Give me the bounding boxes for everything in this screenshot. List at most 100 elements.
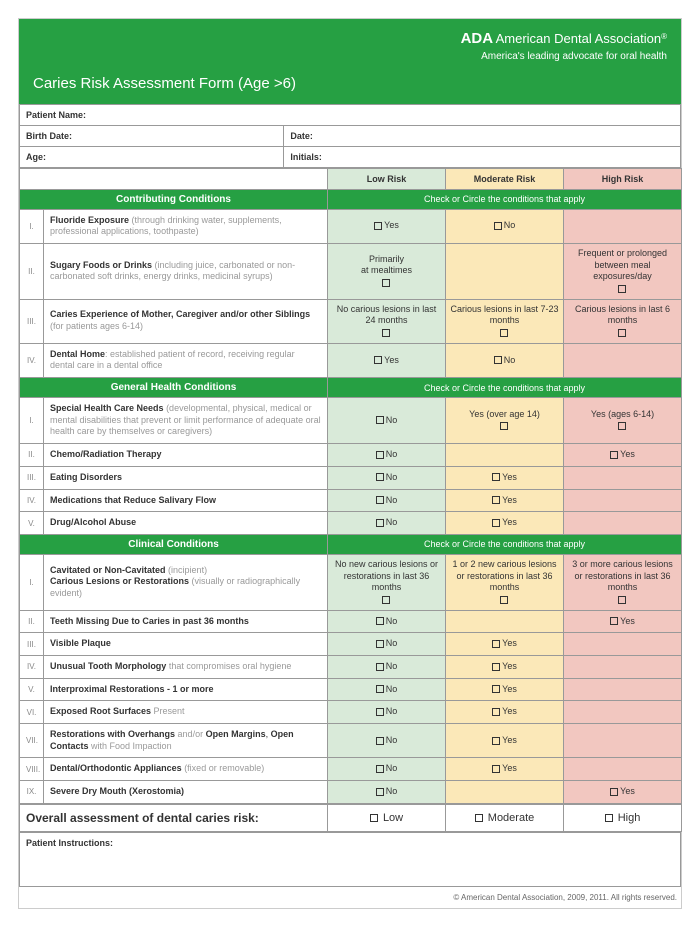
row-num: II. bbox=[20, 610, 44, 633]
condition-label: Drug/Alcohol Abuse bbox=[44, 512, 328, 535]
row-num: VII. bbox=[20, 724, 44, 758]
risk-cell[interactable]: No bbox=[328, 656, 446, 679]
risk-cell[interactable]: 1 or 2 new carious lesions or restoratio… bbox=[446, 554, 564, 610]
risk-cell[interactable]: Yes (over age 14) bbox=[446, 398, 564, 444]
condition-label: Visible Plaque bbox=[44, 633, 328, 656]
risk-cell[interactable]: Yes bbox=[446, 512, 564, 535]
risk-cell[interactable] bbox=[446, 243, 564, 299]
assessment-table: Low RiskModerate RiskHigh Risk Contribut… bbox=[19, 168, 682, 804]
condition-label: Exposed Root Surfaces Present bbox=[44, 701, 328, 724]
col-low-risk: Low Risk bbox=[328, 168, 446, 189]
risk-cell[interactable]: Yes bbox=[446, 724, 564, 758]
risk-cell[interactable]: Carious lesions in last 7-23 months bbox=[446, 299, 564, 343]
section-instruction: Check or Circle the conditions that appl… bbox=[328, 378, 682, 398]
risk-cell[interactable] bbox=[564, 656, 682, 679]
risk-cell[interactable]: No bbox=[328, 466, 446, 489]
risk-cell[interactable]: Primarilyat mealtimes bbox=[328, 243, 446, 299]
condition-label: Dental Home: established patient of reco… bbox=[44, 343, 328, 377]
risk-cell[interactable]: Yes bbox=[446, 466, 564, 489]
condition-label: Chemo/Radiation Therapy bbox=[44, 444, 328, 467]
form-title: Caries Risk Assessment Form (Age >6) bbox=[33, 75, 667, 92]
risk-cell[interactable]: No bbox=[328, 489, 446, 512]
risk-cell[interactable]: No bbox=[328, 512, 446, 535]
risk-cell[interactable]: No bbox=[446, 343, 564, 377]
risk-cell[interactable] bbox=[564, 489, 682, 512]
risk-cell[interactable] bbox=[564, 678, 682, 701]
risk-cell[interactable] bbox=[446, 610, 564, 633]
risk-cell[interactable] bbox=[564, 209, 682, 243]
row-num: III. bbox=[20, 466, 44, 489]
row-num: IV. bbox=[20, 343, 44, 377]
risk-cell[interactable]: Yes bbox=[564, 781, 682, 804]
patient-name-field[interactable]: Patient Name: bbox=[20, 104, 681, 125]
risk-cell[interactable]: No new carious lesions or restorations i… bbox=[328, 554, 446, 610]
risk-cell[interactable]: No bbox=[328, 610, 446, 633]
row-num: VI. bbox=[20, 701, 44, 724]
row-num: IV. bbox=[20, 489, 44, 512]
date-field[interactable]: Date: bbox=[284, 125, 681, 146]
row-num: V. bbox=[20, 678, 44, 701]
risk-cell[interactable]: No bbox=[328, 758, 446, 781]
condition-label: Caries Experience of Mother, Caregiver a… bbox=[44, 299, 328, 343]
risk-cell[interactable]: Yes (ages 6-14) bbox=[564, 398, 682, 444]
row-num: II. bbox=[20, 444, 44, 467]
risk-cell[interactable]: Yes bbox=[328, 209, 446, 243]
birth-date-field[interactable]: Birth Date: bbox=[20, 125, 284, 146]
risk-cell[interactable]: Yes bbox=[564, 444, 682, 467]
risk-cell[interactable]: No bbox=[328, 444, 446, 467]
overall-high[interactable]: High bbox=[564, 804, 682, 831]
risk-cell[interactable]: No bbox=[328, 398, 446, 444]
risk-cell[interactable]: Yes bbox=[564, 610, 682, 633]
condition-label: Severe Dry Mouth (Xerostomia) bbox=[44, 781, 328, 804]
risk-cell[interactable]: Yes bbox=[328, 343, 446, 377]
section-header: Contributing Conditions bbox=[20, 189, 328, 209]
row-num: IX. bbox=[20, 781, 44, 804]
risk-cell[interactable] bbox=[564, 701, 682, 724]
risk-cell[interactable]: No bbox=[328, 678, 446, 701]
condition-label: Dental/Orthodontic Appliances (fixed or … bbox=[44, 758, 328, 781]
risk-cell[interactable]: 3 or more carious lesions or restoration… bbox=[564, 554, 682, 610]
initials-field[interactable]: Initials: bbox=[284, 146, 681, 167]
risk-cell[interactable]: No carious lesions in last 24 months bbox=[328, 299, 446, 343]
risk-cell[interactable]: No bbox=[328, 633, 446, 656]
age-field[interactable]: Age: bbox=[20, 146, 284, 167]
col-moderate-risk: Moderate Risk bbox=[446, 168, 564, 189]
risk-cell[interactable] bbox=[564, 758, 682, 781]
risk-cell[interactable] bbox=[564, 466, 682, 489]
risk-cell[interactable] bbox=[564, 633, 682, 656]
risk-cell[interactable]: Carious lesions in last 6 months bbox=[564, 299, 682, 343]
patient-instructions-field[interactable]: Patient Instructions: bbox=[20, 832, 681, 886]
meta-table: Patient Name: Birth Date:Date: Age:Initi… bbox=[19, 104, 681, 168]
risk-cell[interactable]: Yes bbox=[446, 678, 564, 701]
risk-cell[interactable]: Yes bbox=[446, 656, 564, 679]
risk-cell[interactable]: Yes bbox=[446, 701, 564, 724]
form-page: ADA American Dental Association® America… bbox=[18, 18, 682, 909]
risk-cell[interactable]: No bbox=[328, 724, 446, 758]
risk-cell[interactable]: No bbox=[446, 209, 564, 243]
row-num: VIII. bbox=[20, 758, 44, 781]
risk-cell[interactable] bbox=[564, 343, 682, 377]
risk-cell[interactable] bbox=[564, 512, 682, 535]
condition-label: Medications that Reduce Salivary Flow bbox=[44, 489, 328, 512]
row-num: V. bbox=[20, 512, 44, 535]
row-num: IV. bbox=[20, 656, 44, 679]
risk-cell[interactable]: No bbox=[328, 701, 446, 724]
risk-cell[interactable]: Yes bbox=[446, 489, 564, 512]
risk-cell[interactable] bbox=[446, 444, 564, 467]
ada-tagline: America's leading advocate for oral heal… bbox=[33, 50, 667, 63]
overall-label: Overall assessment of dental caries risk… bbox=[20, 804, 328, 831]
risk-cell[interactable]: Frequent or prolonged between meal expos… bbox=[564, 243, 682, 299]
condition-label: Sugary Foods or Drinks (including juice,… bbox=[44, 243, 328, 299]
row-num: III. bbox=[20, 299, 44, 343]
overall-moderate[interactable]: Moderate bbox=[446, 804, 564, 831]
risk-cell[interactable] bbox=[446, 781, 564, 804]
overall-low[interactable]: Low bbox=[328, 804, 446, 831]
risk-cell[interactable]: Yes bbox=[446, 758, 564, 781]
risk-cell[interactable] bbox=[564, 724, 682, 758]
risk-cell[interactable]: No bbox=[328, 781, 446, 804]
row-num: I. bbox=[20, 398, 44, 444]
section-header: General Health Conditions bbox=[20, 378, 328, 398]
row-num: III. bbox=[20, 633, 44, 656]
section-header: Clinical Conditions bbox=[20, 534, 328, 554]
risk-cell[interactable]: Yes bbox=[446, 633, 564, 656]
